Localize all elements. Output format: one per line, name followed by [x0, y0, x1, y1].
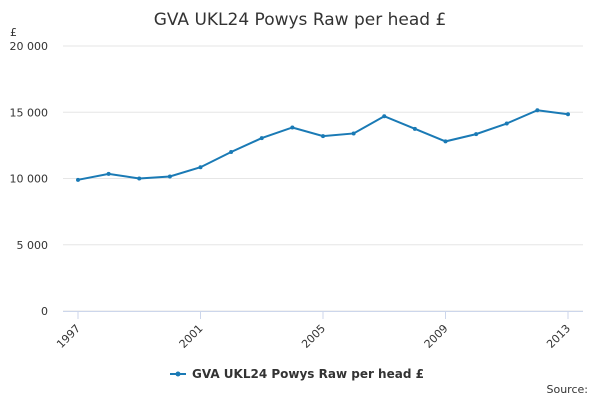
y-tick-label: 5 000 — [17, 239, 49, 252]
y-axis-label: £ — [10, 26, 17, 39]
legend-label: GVA UKL24 Powys Raw per head £ — [192, 367, 424, 381]
point — [382, 114, 387, 119]
point — [321, 134, 325, 139]
point — [412, 126, 417, 131]
point — [137, 176, 142, 181]
point — [167, 174, 172, 179]
y-tick-label: 15 000 — [10, 106, 49, 119]
point — [351, 131, 356, 136]
point — [474, 132, 479, 137]
y-tick-label: 10 000 — [10, 173, 49, 186]
point — [76, 177, 80, 182]
y-tick-label: 0 — [41, 305, 48, 318]
x-tick-label: 2001 — [177, 322, 206, 351]
line — [77, 109, 569, 181]
x-tick-label: 1997 — [54, 322, 83, 351]
source: Source: — [547, 383, 589, 396]
point — [229, 150, 234, 154]
point — [535, 108, 540, 113]
x-tick-label: 2013 — [544, 322, 573, 351]
x-tick-label: 2005 — [299, 322, 328, 351]
point — [290, 125, 295, 130]
legend-marker — [175, 371, 181, 377]
point — [443, 139, 448, 144]
point — [106, 171, 111, 176]
point — [259, 136, 264, 141]
y-tick-label: 20 000 — [10, 40, 49, 53]
x-tick-label: 2009 — [422, 322, 451, 351]
chart-title: GVA UKL24 Powys Raw per head £ — [154, 10, 447, 30]
point — [198, 165, 203, 170]
point — [504, 121, 509, 126]
point — [566, 112, 570, 117]
